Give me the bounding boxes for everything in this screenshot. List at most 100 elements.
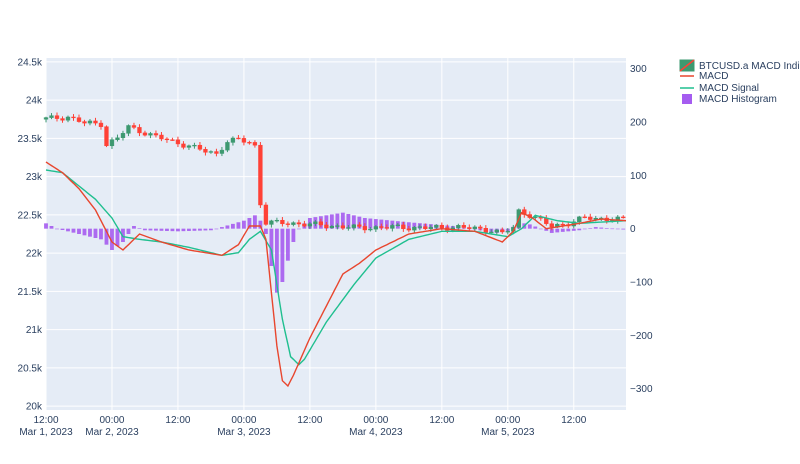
candle-body [582, 216, 587, 218]
candle-body [181, 143, 186, 148]
histogram-bar [192, 228, 197, 231]
histogram-bar [527, 224, 532, 229]
x-tick-date-label: Mar 4, 2023 [349, 427, 403, 438]
candle-body [313, 221, 318, 225]
candle-body [258, 144, 263, 206]
histogram-bar [187, 228, 191, 231]
legend-item-signal[interactable]: MACD Signal [680, 83, 759, 94]
histogram-bar [384, 220, 389, 229]
x-tick-label: 00:00 [495, 415, 520, 426]
candle-body [142, 132, 148, 136]
histogram-bar [241, 220, 246, 229]
histogram-bar [368, 218, 373, 229]
candle-body [65, 116, 71, 121]
candle-body [164, 138, 170, 141]
candle-body [335, 225, 340, 227]
y-left-tick-label: 21k [26, 325, 43, 336]
candle-body [225, 142, 230, 151]
candle-body [93, 120, 98, 124]
candle-body [148, 133, 153, 136]
y-right-tick-label: 300 [630, 64, 647, 75]
candle-body [241, 138, 247, 143]
histogram-bar [209, 228, 213, 231]
histogram-bar [582, 228, 587, 230]
histogram-bar [340, 212, 345, 229]
candle-body [87, 120, 93, 124]
histogram-bar [538, 228, 543, 230]
y-left-tick-label: 21.5k [18, 287, 43, 298]
histogram-bar [154, 228, 158, 231]
histogram-bar [49, 226, 54, 229]
candle-body [76, 117, 82, 122]
candle-body [428, 227, 433, 229]
x-tick-label: 12:00 [297, 415, 322, 426]
y-left-tick-label: 20.5k [18, 363, 43, 374]
candle-body [494, 229, 499, 233]
candle-body [60, 118, 65, 121]
macd-signal-line [45, 169, 627, 366]
x-tick-label: 12:00 [429, 415, 454, 426]
histogram-bar [615, 228, 620, 230]
x-tick-label: 00:00 [231, 415, 256, 426]
candle-body [395, 224, 401, 226]
histogram-bar [225, 225, 230, 229]
histogram-bar [126, 228, 131, 234]
candle-body [214, 151, 219, 154]
y-right-tick-label: 0 [630, 224, 636, 235]
candle-body [82, 121, 87, 124]
legend-item-candles[interactable]: BTCUSD.a MACD Indicator [679, 59, 800, 72]
candle-body [197, 144, 203, 150]
y-right-tick-label: 100 [630, 171, 647, 182]
candle-body [588, 216, 593, 220]
candle-body [285, 223, 291, 225]
legend[interactable]: BTCUSD.a MACD Indicator MACD MACD Signal… [679, 59, 800, 105]
candle-body [252, 142, 258, 146]
y-left-tick-label: 23k [26, 172, 43, 183]
histogram-bar [285, 228, 290, 261]
histogram-bar [71, 228, 76, 233]
candle-body [423, 226, 428, 229]
histogram-bar [55, 228, 59, 230]
candle-body [280, 219, 285, 225]
candle-body [208, 151, 214, 153]
candle-body [153, 133, 159, 136]
candle-body [307, 223, 313, 227]
histogram-bar [544, 228, 549, 231]
candle-body [115, 137, 120, 140]
histogram-bar [549, 228, 554, 233]
y-right-tick-label: −300 [630, 384, 653, 395]
histogram-bar [220, 227, 224, 229]
legend-label-histogram: MACD Histogram [699, 94, 777, 105]
candle-body [401, 224, 406, 230]
histogram-bar [577, 228, 582, 231]
x-tick-label: 12:00 [165, 415, 190, 426]
histogram-bar [170, 228, 175, 232]
histogram-bar [324, 215, 329, 229]
candle-body [417, 226, 423, 228]
legend-item-macd[interactable]: MACD [680, 71, 728, 82]
histogram-bar [555, 228, 560, 233]
candle-body [274, 219, 280, 222]
candle-body [434, 224, 439, 228]
histogram-bar [291, 228, 296, 242]
histogram-bar [77, 228, 81, 234]
candle-body [269, 220, 274, 225]
histogram-bar [280, 228, 285, 282]
histogram-bar [533, 226, 538, 229]
axes: 20k 20.5k 21k 21.5k 22k 22.5k 23k 23.5k 24k 24.5k… [18, 57, 653, 438]
candle-body [500, 229, 505, 233]
histogram-bar [274, 228, 279, 293]
histogram-bar [159, 228, 164, 231]
legend-item-histogram[interactable]: MACD Histogram [682, 94, 777, 105]
histogram-bar [604, 228, 609, 229]
histogram-bar [203, 228, 208, 231]
histogram-bar [263, 228, 268, 234]
candle-body [461, 225, 466, 228]
histogram-bar [104, 228, 109, 245]
histogram-bar [88, 228, 92, 237]
histogram-bar [373, 219, 378, 229]
x-tick-label: 00:00 [99, 415, 124, 426]
x-tick-label: 00:00 [363, 415, 388, 426]
plot-background [46, 58, 626, 410]
histogram-bar [252, 215, 257, 229]
